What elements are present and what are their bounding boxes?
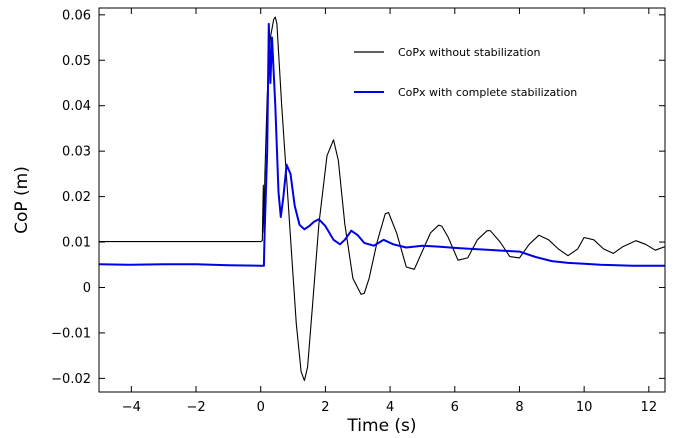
x-tick-label: 0 [257,400,265,415]
y-axis-label: CoP (m) [12,166,32,234]
x-tick-label: −4 [122,400,141,415]
y-tick-label: −0.02 [51,372,91,387]
axis-ticks: −4 −2 0 2 4 6 8 10 12 −0.02 −0.01 0 0.01 0.02 0.03 0.04… [51,8,665,415]
series-line-1 [98,22,665,267]
y-tick-label: 0.05 [62,54,91,69]
y-tick-label: 0.04 [62,99,91,114]
x-tick-label: 2 [321,400,329,415]
x-tick-label: 6 [451,400,459,415]
plot-area-frame [98,7,666,393]
y-tick-label: 0.02 [62,190,91,205]
legend-label-without-stabilization: CoPx without stabilization [398,46,540,59]
series-line-0 [99,16,666,382]
x-tick-label: 8 [515,400,523,415]
x-tick-label: 4 [386,400,394,415]
legend: CoPx without stabilization CoPx with com… [354,46,577,99]
series-layer [98,16,666,382]
x-tick-label: 10 [576,400,593,415]
legend-label-complete-stabilization: CoPx with complete stabilization [398,86,577,99]
y-tick-label: 0.06 [62,8,91,23]
y-tick-label: 0.01 [62,236,91,251]
y-tick-label: 0 [83,281,91,296]
x-tick-label: 12 [641,400,658,415]
x-axis-label: Time (s) [346,416,416,436]
y-tick-label: −0.01 [51,326,91,341]
x-tick-label: −2 [186,400,205,415]
y-tick-label: 0.03 [62,145,91,160]
